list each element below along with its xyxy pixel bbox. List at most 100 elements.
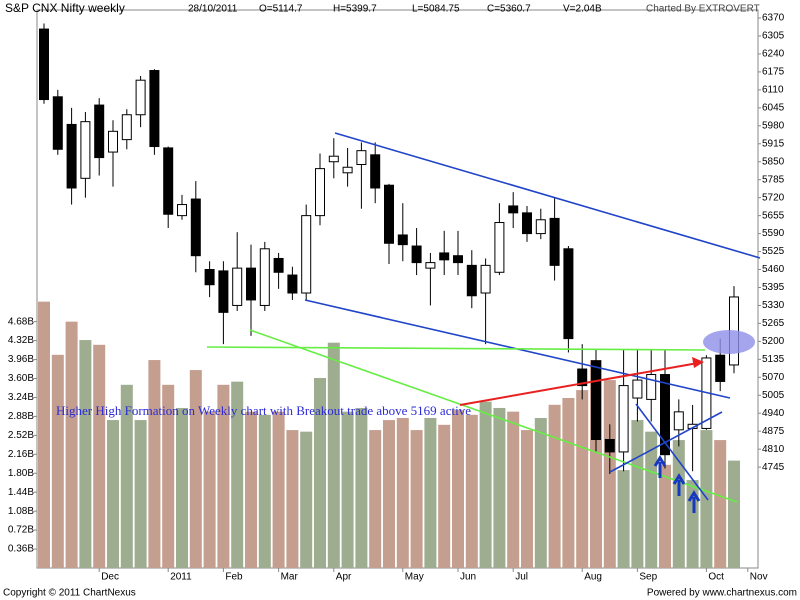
candle-body — [535, 219, 546, 235]
trend-line — [334, 132, 761, 259]
candle-body — [397, 234, 408, 246]
candle-body — [80, 121, 91, 179]
info: L=5084.75 — [412, 4, 460, 15]
y-tick-label: 5655 — [762, 210, 785, 221]
y-tick-label: 5070 — [762, 372, 785, 383]
candle-body — [673, 411, 684, 431]
candle-body — [204, 269, 215, 286]
volume-layer — [38, 301, 740, 568]
trend-line — [635, 403, 709, 501]
x-tick-label: Aug — [584, 572, 602, 583]
volume-bar — [576, 390, 589, 568]
candle-body — [177, 204, 187, 217]
info: Charted By EXTROVERT — [646, 4, 760, 15]
y-tick-label: 5005 — [762, 390, 785, 401]
footer: Copyright © 2011 ChartNexus — [3, 588, 136, 599]
y-tick-label: 5330 — [762, 300, 785, 311]
volume-bar — [272, 411, 285, 568]
candle-body — [246, 267, 256, 301]
y2-tick-label: 1.44B — [8, 487, 34, 498]
y-tick-label: 5200 — [762, 336, 785, 347]
candle-body — [356, 150, 367, 165]
volume-bar — [452, 410, 464, 568]
volume-bar — [79, 340, 92, 568]
info: V=2.04B — [563, 4, 602, 15]
candle-body — [218, 270, 229, 313]
x-tick-label: Dec — [101, 572, 119, 583]
candle-body — [52, 96, 63, 150]
x-tick-label: Nov — [750, 572, 768, 583]
y2-tick-label: 3.24B — [8, 392, 34, 403]
volume-bar — [300, 431, 313, 568]
up-arrow — [672, 473, 686, 496]
volume-bar — [217, 384, 230, 568]
volume-bar — [134, 420, 147, 568]
chart-title: S&P CNX Nifty weekly — [5, 1, 125, 15]
y-tick-label: 5265 — [762, 318, 785, 329]
y-tick-label: 6110 — [762, 85, 784, 96]
volume-bar — [327, 342, 340, 568]
volume-bar — [617, 470, 630, 568]
volume-bar — [148, 360, 161, 568]
y-tick-label: 4940 — [762, 408, 785, 419]
candle-body — [66, 123, 77, 189]
y-tick-label: 5720 — [762, 192, 785, 203]
x-tick-label: Feb — [225, 572, 243, 583]
x-tick-label: Mar — [281, 572, 299, 583]
candle-body — [549, 217, 560, 266]
y-tick-label: 6305 — [762, 31, 785, 42]
volume-bar — [645, 431, 658, 568]
volume-bar — [424, 417, 437, 568]
x-tick-label: Jun — [460, 572, 476, 583]
candle-body — [301, 215, 312, 294]
y-tick-label: 4810 — [762, 444, 785, 455]
trend-arrow — [459, 362, 699, 406]
volume-bar — [38, 301, 50, 568]
trend-line — [609, 411, 723, 473]
candle-body — [411, 245, 422, 264]
volume-bar — [521, 430, 533, 568]
highlight — [703, 330, 755, 354]
x-tick-label: Apr — [336, 572, 352, 583]
trend-line — [249, 329, 738, 503]
volume-bar — [107, 420, 119, 568]
info: C=5360.7 — [487, 4, 531, 15]
volume-bar — [93, 344, 106, 568]
candle-body — [591, 360, 601, 440]
arrow-head — [692, 357, 704, 368]
volume-bar — [369, 430, 382, 568]
y-tick-label: 5980 — [762, 120, 785, 131]
x-tick-label: Oct — [708, 572, 724, 583]
info: 28/10/2011 — [188, 4, 238, 15]
y-tick-label: 5395 — [762, 282, 785, 293]
candle-body — [508, 205, 519, 214]
volume-bar — [507, 411, 520, 568]
volume-bar — [396, 417, 409, 568]
y-tick-label: 6175 — [762, 67, 785, 78]
up-arrow — [687, 490, 701, 513]
y-tick-label: 6045 — [762, 102, 785, 113]
volume-bar — [341, 411, 354, 568]
y-tick-label: 4875 — [762, 426, 785, 437]
trend-lines — [206, 132, 761, 513]
candle-body — [632, 379, 643, 399]
candle-body — [232, 267, 243, 306]
candle-body — [190, 198, 201, 257]
volume-bar — [562, 397, 575, 568]
annotation: Higher High Formation on Weekly chart wi… — [56, 403, 471, 418]
candle-body — [494, 222, 505, 273]
y2-tick-label: 4.68B — [8, 316, 34, 327]
candle-body — [108, 130, 118, 153]
candle-body — [618, 385, 629, 453]
volume-bar — [631, 420, 644, 568]
volume-bar — [245, 411, 257, 568]
info: H=5399.7 — [333, 4, 377, 15]
x-tick-label: Jul — [515, 572, 528, 583]
candle-body — [273, 257, 284, 273]
candle-body — [163, 147, 174, 215]
candle-body — [425, 262, 436, 269]
volume-bar — [548, 404, 561, 568]
y-tick-label: 5850 — [762, 156, 785, 167]
volume-bar — [659, 464, 671, 568]
